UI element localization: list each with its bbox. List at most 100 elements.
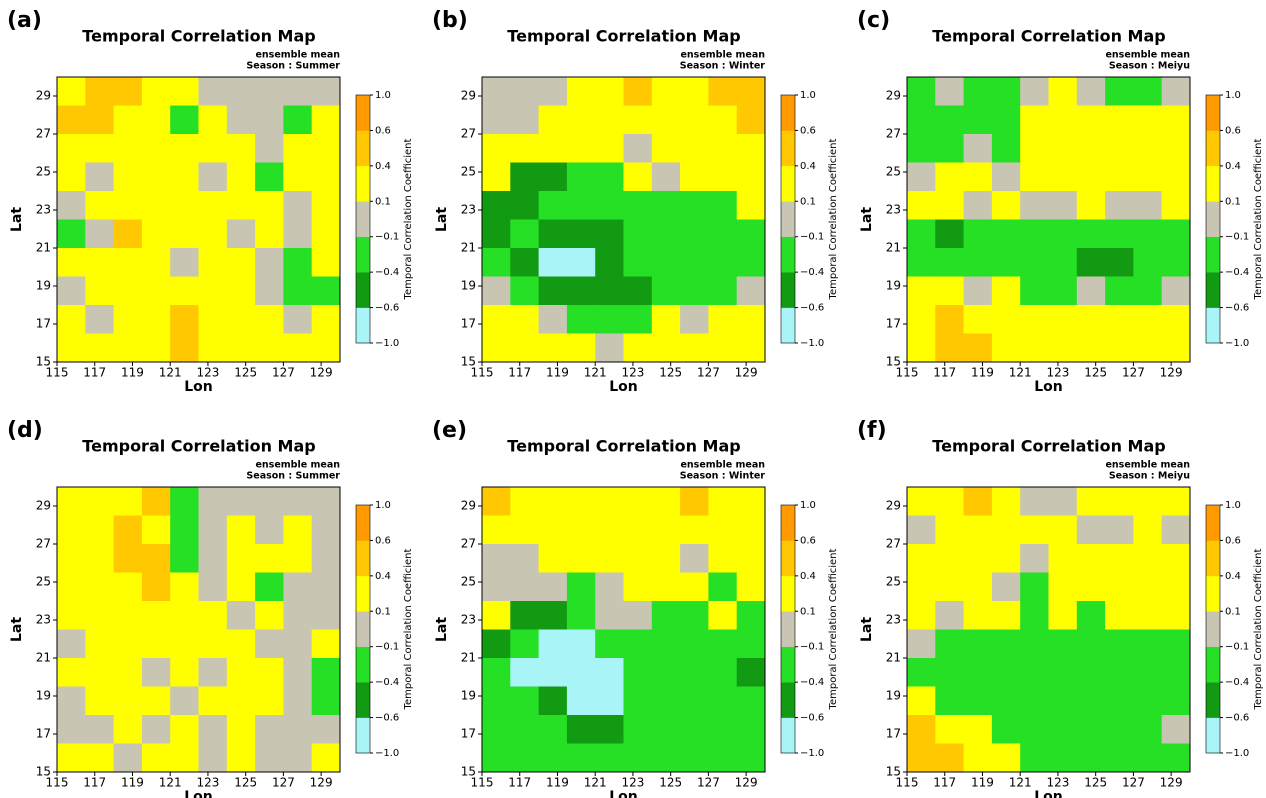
grid-cell <box>624 134 653 163</box>
x-tick-label: 119 <box>546 366 569 380</box>
x-tick-label: 117 <box>508 776 531 790</box>
grid-cell <box>1133 487 1162 516</box>
colorbar-tick-label: 1.0 <box>1225 500 1241 511</box>
grid-cell <box>114 77 143 106</box>
colorbar-segment <box>356 647 370 683</box>
grid-cell <box>1020 687 1049 716</box>
grid-cell <box>170 630 199 659</box>
y-tick-label: 23 <box>36 203 51 217</box>
grid-cell <box>227 305 256 334</box>
y-tick-label: 27 <box>886 127 901 141</box>
grid-cell <box>624 334 653 363</box>
grid-cell <box>199 305 228 334</box>
grid-cell <box>1020 601 1049 630</box>
x-tick-label: 123 <box>196 366 219 380</box>
grid-cell <box>312 573 341 602</box>
panel-label: (d) <box>7 418 43 443</box>
grid-cell <box>255 715 284 744</box>
grid-cell <box>510 487 539 516</box>
grid-cell <box>907 248 936 277</box>
grid-cell <box>624 77 653 106</box>
grid-cell <box>907 334 936 363</box>
grid-cell <box>255 573 284 602</box>
grid-cell <box>907 516 936 545</box>
x-tick-label: 123 <box>196 776 219 790</box>
grid-cell <box>255 220 284 249</box>
y-tick-label: 27 <box>36 127 51 141</box>
grid-cell <box>482 220 511 249</box>
grid-cell <box>142 658 171 687</box>
grid-cell <box>595 334 624 363</box>
colorbar-tick-label: 0.6 <box>800 125 816 136</box>
grid-cell <box>1049 573 1078 602</box>
y-tick-label: 29 <box>886 499 901 513</box>
grid-cell <box>85 134 114 163</box>
colorbar-label: Temporal Correlation Coefficient <box>403 548 414 710</box>
grid-cell <box>652 106 681 135</box>
grid-cell <box>737 220 766 249</box>
grid-cell <box>170 220 199 249</box>
grid-cell <box>680 658 709 687</box>
grid-cell <box>57 573 86 602</box>
grid-cell <box>57 487 86 516</box>
grid-cell <box>708 106 737 135</box>
grid-cell <box>652 77 681 106</box>
grid-cell <box>539 687 568 716</box>
grid-cell <box>114 687 143 716</box>
grid-cell <box>57 544 86 573</box>
grid-cell <box>1162 163 1191 192</box>
grid-cell <box>624 630 653 659</box>
grid-cell <box>1077 163 1106 192</box>
colorbar-segment <box>1206 718 1220 754</box>
x-tick-label: 123 <box>1046 776 1069 790</box>
y-tick-label: 19 <box>886 279 901 293</box>
colorbar-label: Temporal Correlation Coefficient <box>1253 138 1264 300</box>
grid-cell <box>283 658 312 687</box>
grid-cell <box>1133 744 1162 773</box>
y-tick-label: 21 <box>461 651 476 665</box>
grid-cell <box>1162 191 1191 220</box>
grid-cell <box>312 630 341 659</box>
grid-cell <box>708 516 737 545</box>
grid-cell <box>170 134 199 163</box>
grid-cell <box>85 601 114 630</box>
colorbar-segment <box>781 611 795 647</box>
grid-cell <box>1105 277 1134 306</box>
grid-cell <box>1105 544 1134 573</box>
grid-cell <box>567 305 596 334</box>
chart-title: Temporal Correlation Map <box>932 27 1165 46</box>
grid-cell <box>539 744 568 773</box>
grid-cell <box>1133 544 1162 573</box>
colorbar-tick-label: 0.6 <box>1225 125 1241 136</box>
grid-cell <box>114 516 143 545</box>
grid-cell <box>680 106 709 135</box>
x-tick-label: 129 <box>310 776 333 790</box>
grid-cell <box>1077 658 1106 687</box>
grid-cell <box>227 601 256 630</box>
colorbar-segment <box>356 95 370 131</box>
grid-cell <box>652 163 681 192</box>
grid-cell <box>283 573 312 602</box>
grid-cell <box>1020 106 1049 135</box>
grid-cell <box>964 687 993 716</box>
grid-cell <box>539 573 568 602</box>
grid-cell <box>992 516 1021 545</box>
grid-cell <box>482 573 511 602</box>
grid-cell <box>964 334 993 363</box>
grid-cell <box>255 134 284 163</box>
colorbar-segment <box>781 237 795 273</box>
colorbar-tick-label: −0.1 <box>375 642 399 653</box>
grid-cell <box>595 516 624 545</box>
grid-cell <box>170 191 199 220</box>
grid-cell <box>935 630 964 659</box>
y-tick-label: 19 <box>461 689 476 703</box>
grid-cell <box>652 744 681 773</box>
grid-cell <box>85 715 114 744</box>
grid-cell <box>142 544 171 573</box>
grid-cell <box>482 134 511 163</box>
grid-cell <box>1020 134 1049 163</box>
grid-cell <box>680 715 709 744</box>
grid-cell <box>708 305 737 334</box>
x-tick-label: 117 <box>83 366 106 380</box>
grid-cell <box>1020 630 1049 659</box>
